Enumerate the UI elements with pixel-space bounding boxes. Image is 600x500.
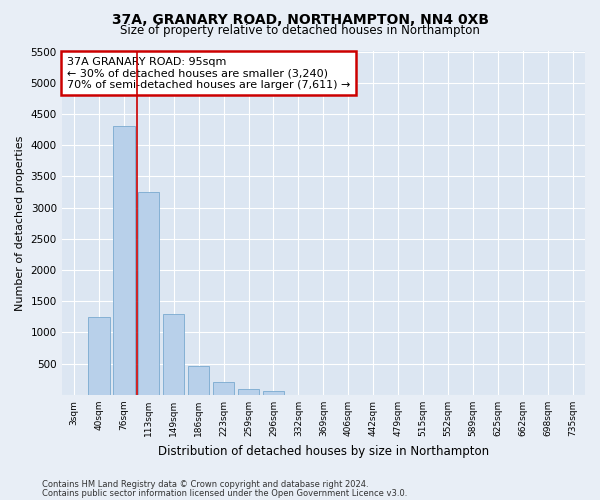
Bar (88, 317, 110, 395)
Bar (163, 314, 184, 395)
Bar (263, 390, 284, 395)
Y-axis label: Number of detached properties: Number of detached properties (15, 136, 25, 311)
Bar (113, 126, 134, 395)
X-axis label: Distribution of detached houses by size in Northampton: Distribution of detached houses by size … (158, 444, 489, 458)
Text: 37A GRANARY ROAD: 95sqm
← 30% of detached houses are smaller (3,240)
70% of semi: 37A GRANARY ROAD: 95sqm ← 30% of detache… (67, 56, 350, 90)
Bar (238, 388, 259, 395)
Text: Contains HM Land Registry data © Crown copyright and database right 2024.: Contains HM Land Registry data © Crown c… (42, 480, 368, 489)
Text: Contains public sector information licensed under the Open Government Licence v3: Contains public sector information licen… (42, 488, 407, 498)
Text: Size of property relative to detached houses in Northampton: Size of property relative to detached ho… (120, 24, 480, 37)
Bar (188, 366, 209, 395)
Bar (138, 192, 160, 395)
Text: 37A, GRANARY ROAD, NORTHAMPTON, NN4 0XB: 37A, GRANARY ROAD, NORTHAMPTON, NN4 0XB (112, 12, 488, 26)
Bar (213, 382, 234, 395)
